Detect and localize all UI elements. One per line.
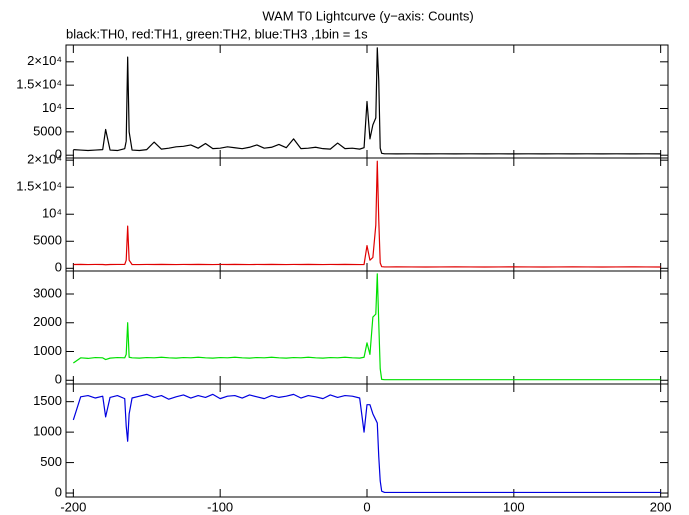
series-line [73, 47, 661, 155]
y-tick-label: 500 [40, 454, 62, 469]
y-tick-label: 5000 [33, 123, 62, 138]
x-tick-label: 200 [650, 499, 672, 514]
chart-title: WAM T0 Lightcurve (y−axis: Counts) [262, 8, 473, 23]
series-line [72, 393, 661, 494]
x-tick-label: 0 [363, 499, 370, 514]
y-tick-label: 3000 [33, 285, 62, 300]
chart-subtitle: black:TH0, red:TH1, green:TH2, blue:TH3 … [66, 26, 368, 41]
y-tick-label: 0 [55, 372, 62, 387]
y-tick-label: 1500 [33, 393, 62, 408]
panel-frame [65, 383, 669, 498]
series-line [72, 273, 661, 381]
y-tick-label: 10⁴ [42, 100, 62, 115]
x-tick-label: -100 [207, 499, 233, 514]
y-tick-label: 1.5×10⁴ [16, 179, 62, 194]
series-line [73, 160, 661, 268]
y-tick-label: 1000 [33, 424, 62, 439]
y-tick-label: 2×10⁴ [27, 152, 62, 167]
y-tick-label: 0 [55, 147, 62, 162]
y-tick-label: 1.5×10⁴ [16, 77, 62, 92]
y-tick-label: 5000 [33, 233, 62, 248]
y-tick-label: 2×10⁴ [27, 53, 62, 68]
y-tick-label: 0 [55, 484, 62, 499]
y-tick-label: 2000 [33, 314, 62, 329]
panel-frame [65, 157, 669, 272]
panel-frame [65, 270, 669, 385]
y-tick-label: 1000 [33, 343, 62, 358]
y-tick-label: 10⁴ [42, 206, 62, 221]
x-tick-label: 100 [503, 499, 525, 514]
x-tick-label: -200 [60, 499, 86, 514]
y-tick-label: 0 [55, 260, 62, 275]
